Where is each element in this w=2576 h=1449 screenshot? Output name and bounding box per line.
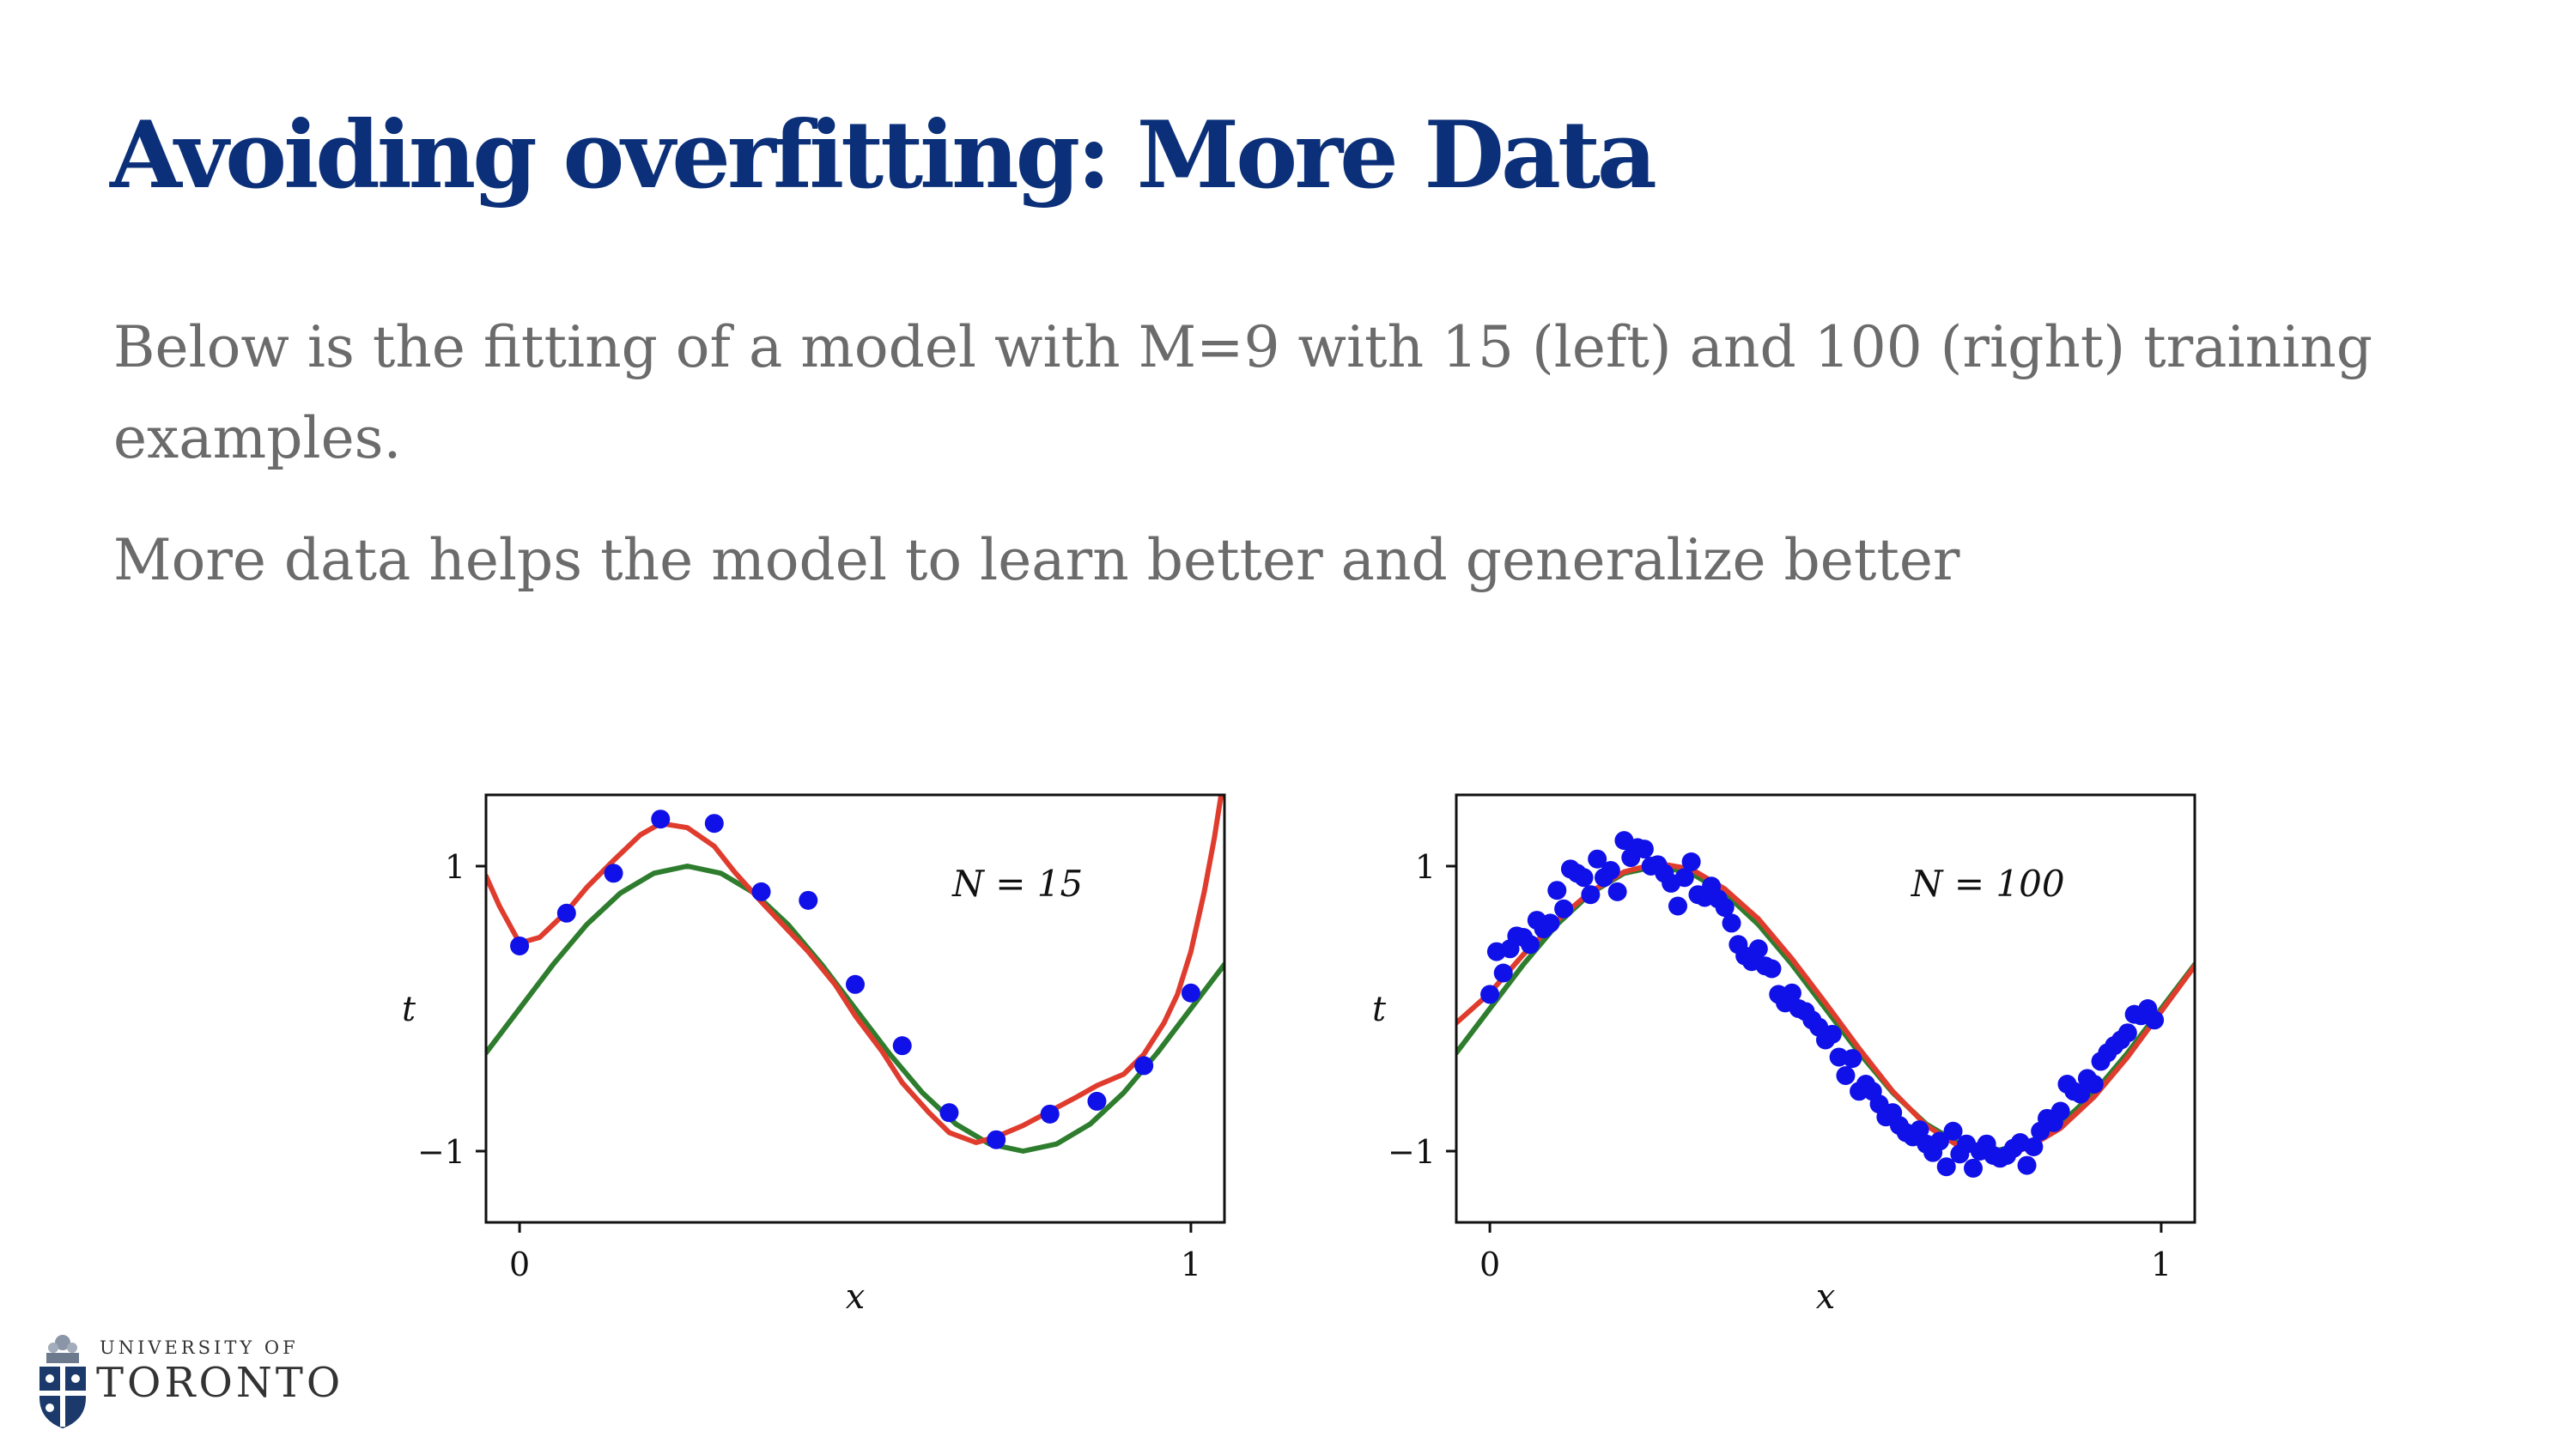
data-point <box>1910 1120 1929 1140</box>
data-point <box>1943 1121 1963 1141</box>
data-point <box>1668 896 1687 916</box>
x-tick-label: 0 <box>509 1246 530 1283</box>
data-point <box>1782 983 1801 1003</box>
data-point <box>2071 1084 2091 1104</box>
data-point <box>1547 881 1567 900</box>
y-tick-label: 1 <box>445 848 465 886</box>
data-point <box>1040 1104 1060 1124</box>
plot-frame <box>484 793 1226 1224</box>
data-point <box>704 814 724 834</box>
y-tick-label: 1 <box>1415 848 1436 886</box>
body-paragraph-2: More data helps the model to learn bette… <box>113 527 1960 593</box>
crest-icon <box>39 1335 86 1428</box>
data-point <box>987 1130 1006 1149</box>
logo-line-2: TORONTO <box>96 1359 344 1407</box>
data-point <box>2017 1155 2037 1175</box>
x-tick-label: 0 <box>1479 1246 1500 1283</box>
true-function-curve <box>486 864 1224 1154</box>
data-point <box>1540 913 1560 933</box>
data-point <box>1601 860 1620 880</box>
x-axis-label: x <box>846 1277 866 1317</box>
data-point <box>510 936 530 955</box>
body-paragraph-1: Below is the fitting of a model with M=9… <box>113 314 2372 471</box>
data-point <box>846 974 865 994</box>
data-point <box>1480 985 1500 1004</box>
plot-frame <box>1455 793 2196 1224</box>
y-tick-label: −1 <box>1388 1133 1436 1171</box>
x-tick-label: 1 <box>1181 1246 1201 1283</box>
data-point <box>1574 868 1594 888</box>
fitted-curve <box>1456 860 2195 1158</box>
data-point <box>1681 852 1701 872</box>
data-point <box>556 903 576 923</box>
data-point <box>1722 913 1741 933</box>
data-point <box>1836 1066 1856 1086</box>
data-point <box>2117 1023 2137 1043</box>
data-point <box>1822 1024 1842 1044</box>
slide-title: Avoiding overfitting: More Data <box>110 101 1657 209</box>
university-logo: UNIVERSITY OF TORONTO <box>34 1331 340 1442</box>
data-point <box>2084 1074 2104 1094</box>
fitted-curve <box>486 795 1224 1145</box>
data-point <box>2050 1101 2070 1121</box>
data-point <box>1087 1091 1107 1111</box>
logo-line-1: UNIVERSITY OF <box>100 1337 299 1358</box>
data-point <box>1748 939 1768 959</box>
sample-size-annotation: N = 100 <box>1911 863 2065 905</box>
data-point <box>1674 868 1694 888</box>
y-tick-label: −1 <box>417 1133 465 1171</box>
data-point <box>892 1036 912 1056</box>
data-point <box>604 864 623 883</box>
data-point <box>1936 1157 1956 1177</box>
x-tick-label: 1 <box>2151 1246 2172 1283</box>
chart-n100: 0 1 1 −1 x t N = 100 <box>1372 793 2196 1317</box>
data-point <box>1762 959 1782 979</box>
data-point <box>1715 898 1735 918</box>
data-point <box>1634 840 1654 859</box>
data-point <box>2024 1137 2044 1157</box>
data-point <box>1607 882 1627 901</box>
data-point <box>1493 963 1513 983</box>
x-axis-label: x <box>1816 1277 1836 1317</box>
chart-n15: 0 1 1 −1 x t N = 15 <box>402 793 1226 1317</box>
data-point <box>1929 1131 1949 1151</box>
data-point <box>1521 935 1540 955</box>
data-point <box>799 890 818 910</box>
data-point <box>1843 1049 1862 1069</box>
data-point <box>2145 1010 2165 1030</box>
sample-size-annotation: N = 15 <box>951 863 1083 905</box>
data-point <box>1964 1158 1983 1178</box>
data-point <box>1181 983 1200 1003</box>
data-point <box>651 809 671 829</box>
y-axis-label: t <box>402 990 416 1029</box>
data-point <box>1581 885 1601 905</box>
data-point <box>939 1103 959 1123</box>
y-axis-label: t <box>1372 990 1387 1029</box>
data-point <box>1588 849 1607 869</box>
data-point <box>1554 899 1574 919</box>
data-point <box>751 882 771 901</box>
data-point <box>1134 1056 1154 1076</box>
